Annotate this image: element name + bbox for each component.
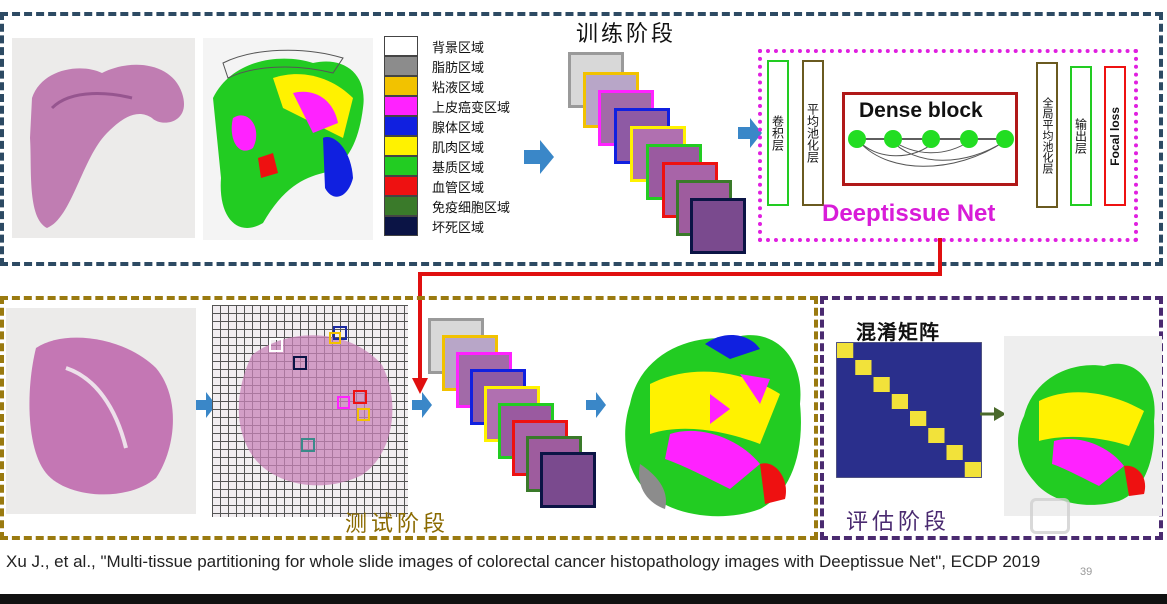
citation-text: Xu J., et al., "Multi-tissue partitionin…	[6, 552, 1041, 571]
red-flow-arrow-icon	[412, 238, 942, 394]
confusion-diagonal-cell	[964, 462, 981, 477]
legend-swatch-vessel	[384, 176, 418, 196]
legend-label: 免疫细胞区域	[432, 200, 511, 216]
watermark-logo	[1030, 498, 1070, 534]
wsi-slide-train	[12, 38, 195, 238]
legend-item: 上皮癌变区域	[384, 96, 510, 116]
dense-block-graph	[848, 130, 1014, 167]
flow-arrow-icon	[524, 140, 554, 174]
flow-arrow-icon	[196, 392, 216, 418]
test-stage-title: 测试阶段	[345, 512, 450, 537]
patch-tile	[690, 198, 746, 254]
test-stage-frame	[0, 296, 818, 540]
legend-label: 基质区域	[432, 160, 485, 176]
legend-label: 脂肪区域	[432, 60, 485, 76]
grid-patch-marker	[357, 408, 370, 421]
conv-layer-label: 卷积层	[770, 115, 785, 151]
bottom-bar	[0, 594, 1167, 604]
legend-label: 粘液区域	[432, 80, 485, 96]
legend-swatch-gland	[384, 116, 418, 136]
grid-patch-marker	[269, 338, 283, 352]
flow-arrow-icon	[586, 392, 606, 418]
confusion-diagonal-cell	[873, 377, 890, 392]
dense-node	[884, 130, 902, 148]
legend-swatch-immune	[384, 196, 418, 216]
legend-item: 血管区域	[384, 176, 484, 196]
patch-tile	[540, 452, 596, 508]
legend-item: 基质区域	[384, 156, 484, 176]
legend-swatch-fat	[384, 56, 418, 76]
legend-swatch-stroma	[384, 156, 418, 176]
confusion-diagonal-cell	[837, 343, 854, 358]
test-patch-stack	[428, 318, 603, 518]
legend-item: 肌肉区域	[384, 136, 484, 156]
grid-slide-test	[212, 305, 408, 517]
focal-loss-layer: Focal loss	[1104, 66, 1126, 206]
confusion-diagonal-cell	[891, 394, 908, 409]
legend-swatch-background	[384, 36, 418, 56]
legend-item: 免疫细胞区域	[384, 196, 510, 216]
global-avg-pool-layer-label: 全局平均池化层	[1041, 96, 1054, 174]
grid-patch-marker	[337, 396, 350, 409]
wsi-slide-test	[6, 308, 196, 514]
train-stage-frame	[0, 12, 1163, 266]
legend-item: 背景区域	[384, 36, 484, 56]
legend-item: 坏死区域	[384, 216, 484, 236]
output-layer: 输出层	[1070, 66, 1092, 206]
avg-pool-layer-label: 平均池化层	[805, 103, 820, 163]
confusion-matrix-title: 混淆矩阵	[856, 320, 940, 344]
confusion-diagonal-cell	[928, 428, 945, 443]
legend-item: 腺体区域	[384, 116, 484, 136]
grid-patch-marker	[301, 438, 315, 452]
confusion-diagonal-cell	[855, 360, 872, 375]
dense-node	[922, 130, 940, 148]
flow-arrow-icon	[738, 118, 762, 148]
legend-label: 腺体区域	[432, 120, 485, 136]
focal-loss-label: Focal loss	[1108, 106, 1122, 166]
annotation-map-train	[203, 38, 373, 240]
legend-swatch-epithelium	[384, 96, 418, 116]
dense-block: Dense block	[842, 92, 1018, 186]
tissue-legend: 背景区域 脂肪区域 粘液区域 上皮癌变区域 腺体区域 肌肉区域 基质区域 血管区…	[384, 36, 544, 242]
dense-block-title: Dense block	[859, 99, 983, 122]
legend-item: 粘液区域	[384, 76, 484, 96]
train-stage-title: 训练阶段	[576, 22, 677, 47]
legend-label: 肌肉区域	[432, 140, 485, 156]
flow-arrow-icon	[412, 392, 432, 418]
train-patch-stack	[568, 52, 753, 262]
eval-stage-title: 评估阶段	[846, 510, 951, 535]
green-flow-arrow-icon	[980, 407, 1006, 421]
legend-swatch-mucus	[384, 76, 418, 96]
conv-layer: 卷积层	[767, 60, 789, 206]
grid-patch-marker	[293, 356, 307, 370]
output-layer-label: 输出层	[1073, 118, 1088, 154]
legend-label: 背景区域	[432, 40, 485, 56]
dense-node	[848, 130, 866, 148]
confusion-diagonal-cell	[910, 411, 927, 426]
grid-patch-marker	[353, 390, 367, 404]
global-avg-pool-layer: 全局平均池化层	[1036, 62, 1058, 208]
legend-item: 脂肪区域	[384, 56, 484, 76]
predicted-segmentation-map	[610, 314, 810, 526]
slide-tissue-graphic	[30, 64, 185, 228]
avg-pool-layer: 平均池化层	[802, 60, 824, 206]
grid-patch-marker	[329, 332, 341, 344]
dense-node	[996, 130, 1014, 148]
deeptissue-net-frame	[758, 49, 1138, 242]
confusion-diagonal-cell	[946, 445, 963, 460]
legend-label: 上皮癌变区域	[432, 100, 511, 116]
network-name: Deeptissue Net	[822, 200, 996, 227]
legend-label: 血管区域	[432, 180, 485, 196]
eval-overlay-map	[1004, 336, 1162, 516]
legend-swatch-necrosis	[384, 216, 418, 236]
legend-swatch-muscle	[384, 136, 418, 156]
page-number: 39	[1080, 566, 1093, 578]
dense-node	[960, 130, 978, 148]
legend-label: 坏死区域	[432, 220, 485, 236]
confusion-matrix	[836, 342, 982, 478]
